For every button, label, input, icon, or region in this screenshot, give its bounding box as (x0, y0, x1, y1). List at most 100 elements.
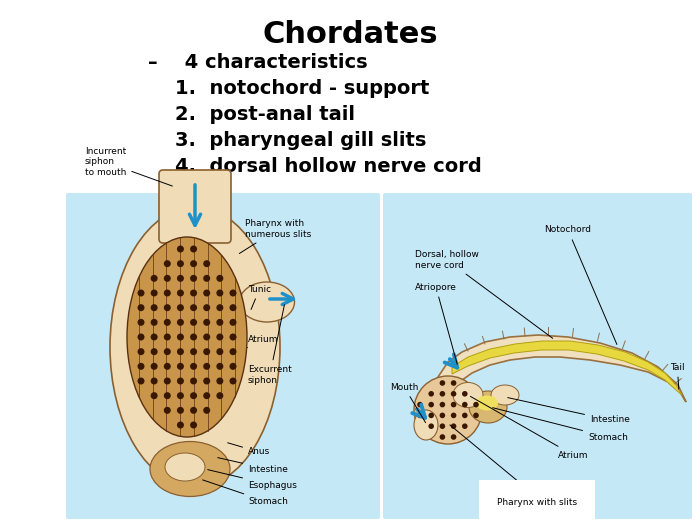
Circle shape (150, 377, 158, 384)
Circle shape (428, 423, 434, 429)
Text: Incurrent
siphon
to mouth: Incurrent siphon to mouth (85, 147, 172, 186)
Circle shape (190, 407, 197, 414)
Circle shape (177, 304, 184, 311)
Ellipse shape (127, 237, 247, 437)
Circle shape (177, 377, 184, 384)
Circle shape (440, 391, 445, 396)
Circle shape (230, 348, 237, 355)
Circle shape (216, 392, 223, 399)
Circle shape (203, 289, 210, 297)
Text: Tunic: Tunic (248, 285, 271, 309)
Text: Mouth: Mouth (390, 383, 426, 423)
Text: Dorsal, hollow
nerve cord: Dorsal, hollow nerve cord (415, 250, 553, 338)
Circle shape (150, 289, 158, 297)
Circle shape (440, 380, 445, 386)
Circle shape (137, 304, 144, 311)
Circle shape (150, 319, 158, 326)
Text: 4.  dorsal hollow nerve cord: 4. dorsal hollow nerve cord (175, 157, 482, 176)
Text: Intestine: Intestine (508, 397, 630, 425)
Circle shape (190, 275, 197, 282)
Circle shape (203, 260, 210, 267)
Circle shape (164, 363, 171, 370)
Circle shape (164, 275, 171, 282)
Circle shape (230, 377, 237, 384)
Circle shape (462, 423, 468, 429)
Circle shape (177, 289, 184, 297)
Circle shape (137, 319, 144, 326)
Circle shape (164, 333, 171, 341)
Circle shape (190, 422, 197, 428)
Circle shape (177, 407, 184, 414)
Circle shape (164, 348, 171, 355)
Circle shape (230, 289, 237, 297)
Circle shape (177, 333, 184, 341)
Circle shape (177, 392, 184, 399)
Ellipse shape (469, 391, 507, 423)
Circle shape (451, 391, 456, 396)
Circle shape (462, 402, 468, 407)
Text: Intestine: Intestine (218, 458, 288, 474)
Circle shape (216, 377, 223, 384)
Text: Chordates: Chordates (262, 20, 438, 49)
Circle shape (428, 402, 434, 407)
Circle shape (216, 363, 223, 370)
Circle shape (230, 319, 237, 326)
Circle shape (137, 363, 144, 370)
Circle shape (462, 391, 468, 396)
Circle shape (177, 246, 184, 253)
Circle shape (137, 289, 144, 297)
Text: Anus: Anus (228, 443, 270, 457)
Circle shape (203, 319, 210, 326)
Circle shape (164, 260, 171, 267)
Circle shape (177, 348, 184, 355)
Circle shape (203, 348, 210, 355)
Circle shape (137, 333, 144, 341)
Circle shape (150, 304, 158, 311)
Text: Esophagus: Esophagus (208, 470, 297, 489)
Circle shape (190, 363, 197, 370)
Ellipse shape (414, 376, 482, 444)
Circle shape (177, 260, 184, 267)
Circle shape (190, 260, 197, 267)
FancyBboxPatch shape (66, 193, 380, 519)
Circle shape (451, 423, 456, 429)
Text: 1.  notochord - support: 1. notochord - support (175, 79, 429, 98)
Circle shape (462, 413, 468, 418)
Circle shape (190, 392, 197, 399)
Text: 3.  pharyngeal gill slits: 3. pharyngeal gill slits (175, 131, 426, 150)
Circle shape (164, 319, 171, 326)
Text: –    4 characteristics: – 4 characteristics (148, 53, 368, 72)
Circle shape (451, 413, 456, 418)
Circle shape (216, 333, 223, 341)
Circle shape (190, 246, 197, 253)
Polygon shape (452, 341, 682, 395)
Ellipse shape (414, 410, 438, 440)
Circle shape (230, 304, 237, 311)
Text: Pharynx with slits: Pharynx with slits (497, 498, 577, 507)
Circle shape (164, 377, 171, 384)
Text: Stomach: Stomach (202, 480, 288, 507)
Circle shape (203, 275, 210, 282)
Circle shape (190, 333, 197, 341)
Circle shape (190, 348, 197, 355)
Polygon shape (430, 335, 686, 420)
Circle shape (428, 413, 434, 418)
Circle shape (203, 304, 210, 311)
Circle shape (216, 304, 223, 311)
Circle shape (150, 275, 158, 282)
Circle shape (150, 348, 158, 355)
Text: Tail: Tail (670, 362, 685, 389)
Circle shape (417, 413, 423, 418)
Ellipse shape (476, 395, 498, 411)
Circle shape (203, 333, 210, 341)
Text: Pharynx with
numerous slits: Pharynx with numerous slits (239, 219, 312, 254)
Circle shape (203, 363, 210, 370)
Ellipse shape (150, 442, 230, 497)
Circle shape (216, 319, 223, 326)
Text: Stomach: Stomach (493, 408, 628, 442)
Circle shape (230, 333, 237, 341)
Ellipse shape (239, 282, 295, 322)
Circle shape (164, 304, 171, 311)
Circle shape (451, 380, 456, 386)
Circle shape (203, 377, 210, 384)
